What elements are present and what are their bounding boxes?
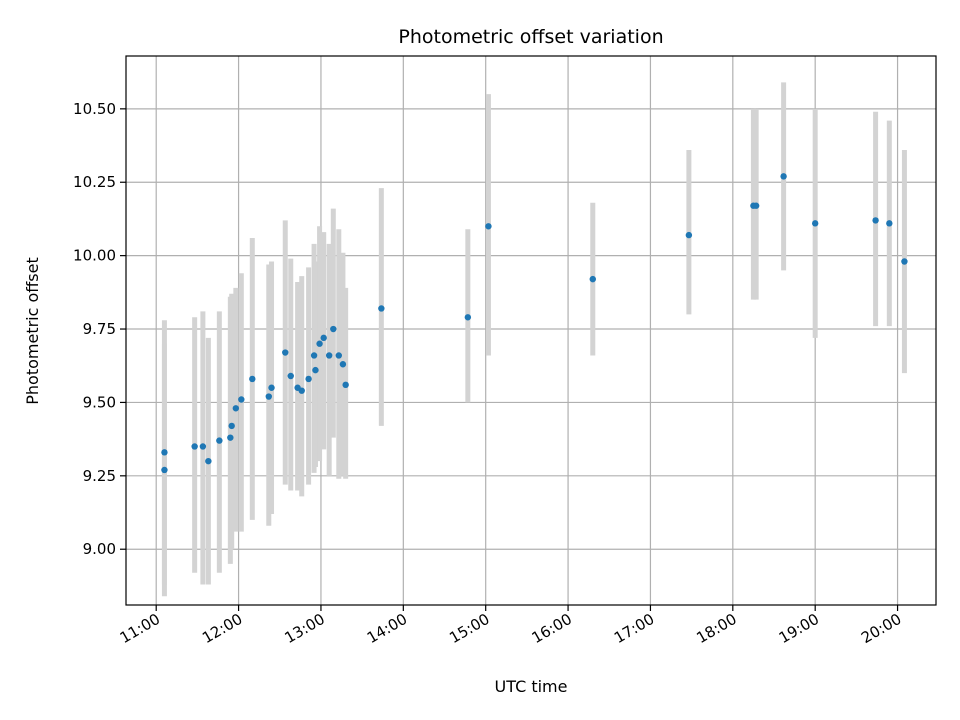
- plot-frame: [125, 55, 937, 606]
- data-point: [325, 352, 333, 359]
- data-point: [227, 434, 234, 441]
- data-point: [282, 349, 289, 356]
- data-point: [249, 375, 256, 383]
- data-point: [238, 396, 245, 403]
- data-point: [232, 405, 240, 412]
- y-tick-label: 10.50: [73, 100, 116, 118]
- data-point: [330, 325, 337, 333]
- data-point: [205, 457, 212, 465]
- data-point: [161, 466, 168, 474]
- data-point: [316, 340, 323, 347]
- y-tick-label: 9.50: [83, 393, 116, 411]
- data-point: [378, 305, 385, 312]
- data-point: [342, 381, 349, 389]
- data-point: [298, 387, 305, 394]
- y-tick-label: 9.25: [83, 467, 116, 485]
- data-point: [780, 173, 787, 180]
- data-point: [901, 258, 908, 265]
- data-point: [589, 275, 596, 283]
- data-point: [228, 422, 235, 430]
- data-points: [161, 173, 908, 474]
- data-point: [191, 443, 198, 450]
- data-point: [287, 372, 294, 380]
- data-point: [310, 352, 318, 359]
- data-point: [320, 334, 327, 342]
- data-point: [485, 223, 492, 230]
- data-point: [752, 202, 760, 209]
- y-tick-label: 9.75: [83, 320, 116, 338]
- data-point: [872, 217, 879, 224]
- data-point: [161, 449, 168, 456]
- y-axis-label: Photometric offset: [23, 257, 42, 405]
- chart-title: Photometric offset variation: [398, 26, 663, 48]
- data-point: [886, 220, 893, 227]
- data-point: [335, 352, 342, 359]
- y-tick-label: 10.25: [73, 173, 116, 191]
- data-point: [339, 361, 347, 368]
- data-point: [199, 443, 207, 450]
- data-point: [811, 220, 819, 227]
- data-point: [216, 437, 223, 444]
- y-axis: 9.00 9.25 9.50 9.75 10.00 10.25 10.50: [73, 100, 126, 558]
- x-axis-label: UTC time: [495, 677, 568, 696]
- data-point: [265, 393, 272, 400]
- data-point: [305, 375, 312, 383]
- data-point: [464, 314, 472, 321]
- y-tick-label: 10.00: [73, 247, 116, 265]
- data-point: [268, 384, 275, 391]
- y-tick-label: 9.00: [83, 540, 116, 558]
- data-point: [312, 366, 319, 374]
- data-point: [685, 231, 693, 239]
